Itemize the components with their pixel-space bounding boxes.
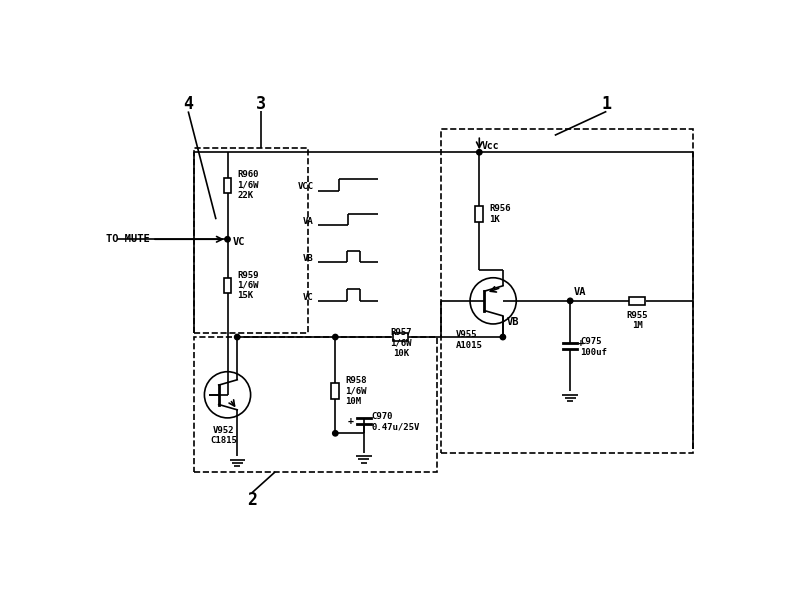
Bar xyxy=(194,148,308,333)
Text: +: + xyxy=(578,338,584,348)
Text: VB: VB xyxy=(506,317,519,327)
Bar xyxy=(224,178,231,193)
Circle shape xyxy=(500,334,506,340)
Text: VC: VC xyxy=(233,237,246,246)
Text: 1: 1 xyxy=(602,95,611,112)
Text: R957
1/6W
10K: R957 1/6W 10K xyxy=(390,328,411,358)
Bar xyxy=(630,297,645,305)
Text: 2: 2 xyxy=(247,491,257,509)
Text: C975
100uf: C975 100uf xyxy=(580,337,607,357)
Circle shape xyxy=(567,298,573,303)
Text: VCC: VCC xyxy=(298,183,314,192)
Bar xyxy=(441,129,694,453)
Circle shape xyxy=(234,334,240,340)
Bar xyxy=(475,206,483,221)
Text: R958
1/6W
10M: R958 1/6W 10M xyxy=(346,376,367,406)
Bar xyxy=(331,383,339,399)
Circle shape xyxy=(477,149,482,155)
Circle shape xyxy=(333,431,338,436)
Bar xyxy=(393,333,409,341)
Text: R955
1M: R955 1M xyxy=(626,311,648,330)
Text: C970
0.47u/25V: C970 0.47u/25V xyxy=(371,412,420,431)
Text: R956
1K: R956 1K xyxy=(490,204,511,224)
Text: 4: 4 xyxy=(183,95,194,112)
Text: R960
1/6W
22K: R960 1/6W 22K xyxy=(238,170,259,201)
Text: Vcc: Vcc xyxy=(482,141,499,151)
Text: R959
1/6W
15K: R959 1/6W 15K xyxy=(238,271,259,300)
Text: VB: VB xyxy=(303,254,314,263)
Circle shape xyxy=(225,237,230,242)
Text: TO MUTE: TO MUTE xyxy=(106,234,150,245)
Text: VC: VC xyxy=(303,293,314,302)
Bar xyxy=(224,278,231,293)
Text: VA: VA xyxy=(303,217,314,226)
Text: +: + xyxy=(347,416,353,426)
Text: VA: VA xyxy=(574,287,586,297)
Text: V952
C1815: V952 C1815 xyxy=(210,425,237,445)
Circle shape xyxy=(333,334,338,340)
Bar xyxy=(194,337,437,472)
Text: 3: 3 xyxy=(256,95,266,112)
Text: V955
A1015: V955 A1015 xyxy=(456,330,483,349)
